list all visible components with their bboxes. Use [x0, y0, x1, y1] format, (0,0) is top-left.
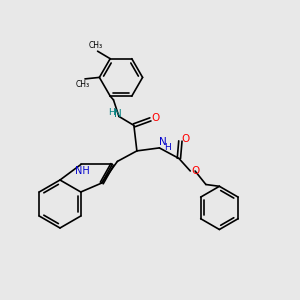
Text: CH₃: CH₃: [89, 41, 103, 50]
Text: N: N: [113, 109, 121, 119]
Text: H: H: [164, 143, 171, 152]
Text: H: H: [108, 108, 115, 117]
Text: N: N: [158, 137, 166, 147]
Text: O: O: [152, 113, 160, 123]
Text: CH₃: CH₃: [76, 80, 90, 89]
Text: O: O: [182, 134, 190, 145]
Text: NH: NH: [75, 166, 90, 176]
Text: O: O: [192, 166, 200, 176]
